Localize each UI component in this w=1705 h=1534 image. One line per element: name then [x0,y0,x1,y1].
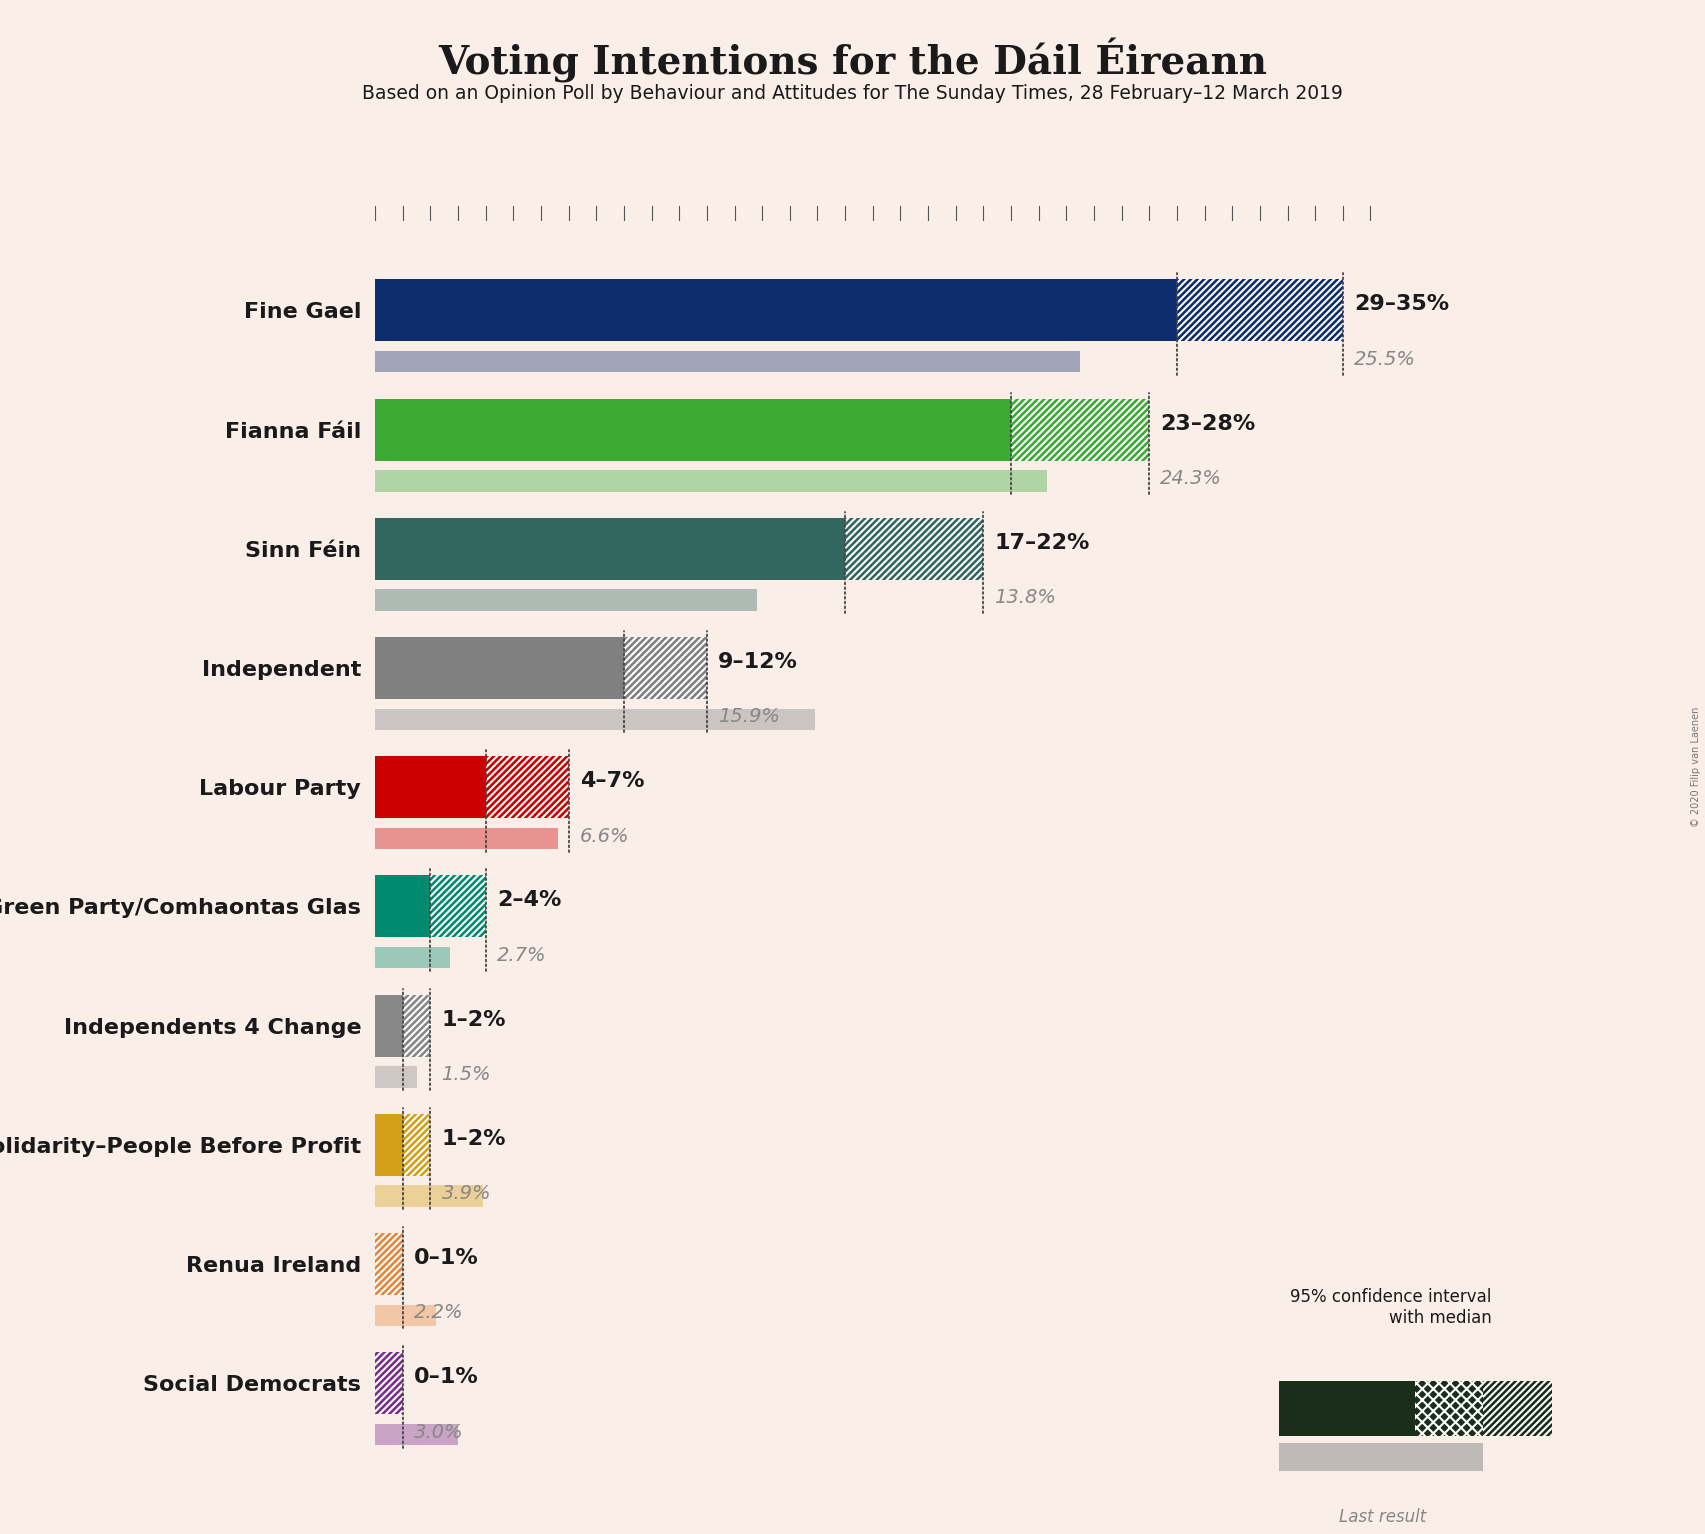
Bar [375,756,486,818]
Text: 29–35%: 29–35% [1354,295,1449,314]
Bar [375,1304,436,1325]
Bar [375,1114,402,1177]
Bar [430,876,486,937]
Text: 9–12%: 9–12% [718,652,798,672]
Text: 1–2%: 1–2% [442,1129,506,1149]
Bar [375,351,1081,373]
Text: 15.9%: 15.9% [718,707,779,727]
Text: Based on an Opinion Poll by Behaviour and Attitudes for The Sunday Times, 28 Feb: Based on an Opinion Poll by Behaviour an… [361,84,1344,103]
Text: Last result: Last result [1338,1508,1425,1526]
Bar [1279,1381,1415,1436]
Text: 2–4%: 2–4% [496,890,561,911]
Bar [375,1353,402,1414]
Text: 4–7%: 4–7% [580,772,644,792]
Text: 2.2%: 2.2% [414,1304,464,1322]
Text: 3.0%: 3.0% [414,1422,464,1442]
Bar [375,518,846,580]
Text: 1.5%: 1.5% [442,1065,491,1085]
Text: 0–1%: 0–1% [414,1367,479,1387]
Text: © 2020 Filip van Laenen: © 2020 Filip van Laenen [1691,707,1702,827]
Text: 95% confidence interval
with median: 95% confidence interval with median [1291,1289,1492,1327]
Bar [375,399,1011,460]
Bar [375,1066,416,1088]
Bar [1176,279,1344,342]
Bar [402,1114,430,1177]
Bar [402,994,430,1057]
Bar [375,637,624,700]
Bar [846,518,984,580]
Text: 23–28%: 23–28% [1161,414,1255,434]
Bar [486,756,569,818]
Bar [375,279,1176,342]
Bar [1011,399,1149,460]
Text: 17–22%: 17–22% [994,532,1089,552]
Bar [375,994,402,1057]
Text: 3.9%: 3.9% [442,1184,491,1203]
Bar [624,637,708,700]
Text: 6.6%: 6.6% [580,827,629,845]
Bar [375,1424,459,1445]
Bar [375,828,558,850]
Bar [1415,1381,1483,1436]
Bar [375,1186,483,1207]
Bar [375,709,815,730]
Text: 24.3%: 24.3% [1161,469,1222,488]
Bar [375,589,757,611]
Text: 2.7%: 2.7% [496,946,546,965]
Text: 1–2%: 1–2% [442,1009,506,1029]
Text: 25.5%: 25.5% [1354,350,1415,368]
Text: Voting Intentions for the Dáil Éireann: Voting Intentions for the Dáil Éireann [438,38,1267,83]
Bar [375,946,450,968]
Bar [375,469,1047,491]
Bar [375,876,430,937]
Text: 13.8%: 13.8% [994,588,1057,607]
Bar [375,1233,402,1295]
Bar [1483,1381,1552,1436]
Text: 0–1%: 0–1% [414,1249,479,1269]
